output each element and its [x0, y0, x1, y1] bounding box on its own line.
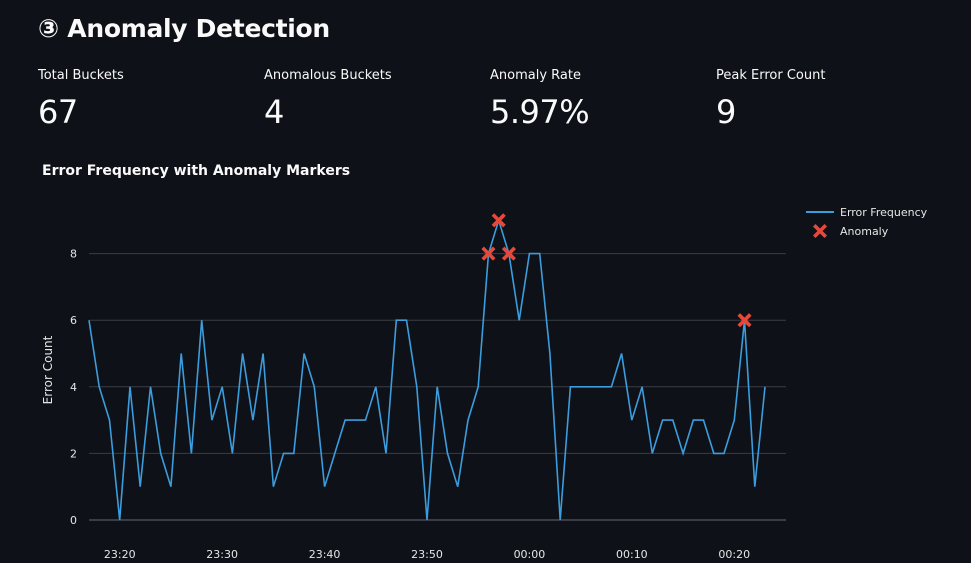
metric-anomaly-rate: Anomaly Rate 5.97% — [490, 68, 590, 131]
metric-peak-error-count: Peak Error Count 9 — [716, 68, 825, 131]
metric-label: Anomalous Buckets — [264, 68, 392, 83]
metric-total-buckets: Total Buckets 67 — [38, 68, 124, 131]
anomaly-marker[interactable] — [501, 246, 516, 261]
y-axis-label: Error Count — [41, 335, 55, 404]
y-tick-label: 4 — [70, 381, 77, 394]
error-frequency-line[interactable] — [88, 217, 766, 521]
metric-label: Peak Error Count — [716, 68, 826, 83]
chart-title: Error Frequency with Anomaly Markers — [42, 163, 351, 179]
legend-label-error-frequency[interactable]: Error Frequency — [840, 206, 928, 219]
metric-value: 9 — [716, 93, 736, 131]
anomaly-x-icon[interactable] — [812, 223, 828, 239]
anomaly-marker[interactable] — [737, 313, 752, 328]
y-tick-label: 2 — [70, 447, 77, 460]
legend-anomaly-swatch — [812, 223, 828, 239]
anomaly-marker[interactable] — [491, 213, 506, 228]
x-tick-labels: 23:20 23:30 23:40 23:50 00:00 00:10 00:20 — [104, 548, 750, 561]
metric-anomalous-buckets: Anomalous Buckets 4 — [264, 68, 392, 131]
metric-value: 4 — [264, 93, 284, 131]
x-tick-label: 00:20 — [718, 548, 750, 561]
x-tick-label: 23:20 — [104, 548, 136, 561]
series-anomaly — [481, 213, 752, 328]
metric-value: 5.97% — [490, 93, 590, 131]
x-tick-label: 23:50 — [411, 548, 443, 561]
legend[interactable]: Error Frequency Anomaly — [806, 206, 928, 239]
x-tick-label: 23:30 — [206, 548, 238, 561]
metric-label: Anomaly Rate — [490, 68, 581, 83]
y-tick-label: 0 — [70, 514, 77, 527]
metric-label: Total Buckets — [38, 68, 124, 83]
y-tick-label: 6 — [70, 314, 77, 327]
x-tick-label: 00:10 — [616, 548, 648, 561]
series-error-frequency — [88, 217, 766, 521]
x-tick-label: 23:40 — [309, 548, 341, 561]
legend-label-anomaly[interactable]: Anomaly — [840, 225, 889, 238]
y-tick-label: 8 — [70, 248, 77, 261]
y-tick-labels: 0 2 4 6 8 — [70, 248, 77, 527]
anomaly-marker[interactable] — [481, 246, 496, 261]
page-title: ③ Anomaly Detection — [38, 14, 330, 43]
x-tick-label: 00:00 — [514, 548, 546, 561]
metric-value: 67 — [38, 93, 78, 131]
